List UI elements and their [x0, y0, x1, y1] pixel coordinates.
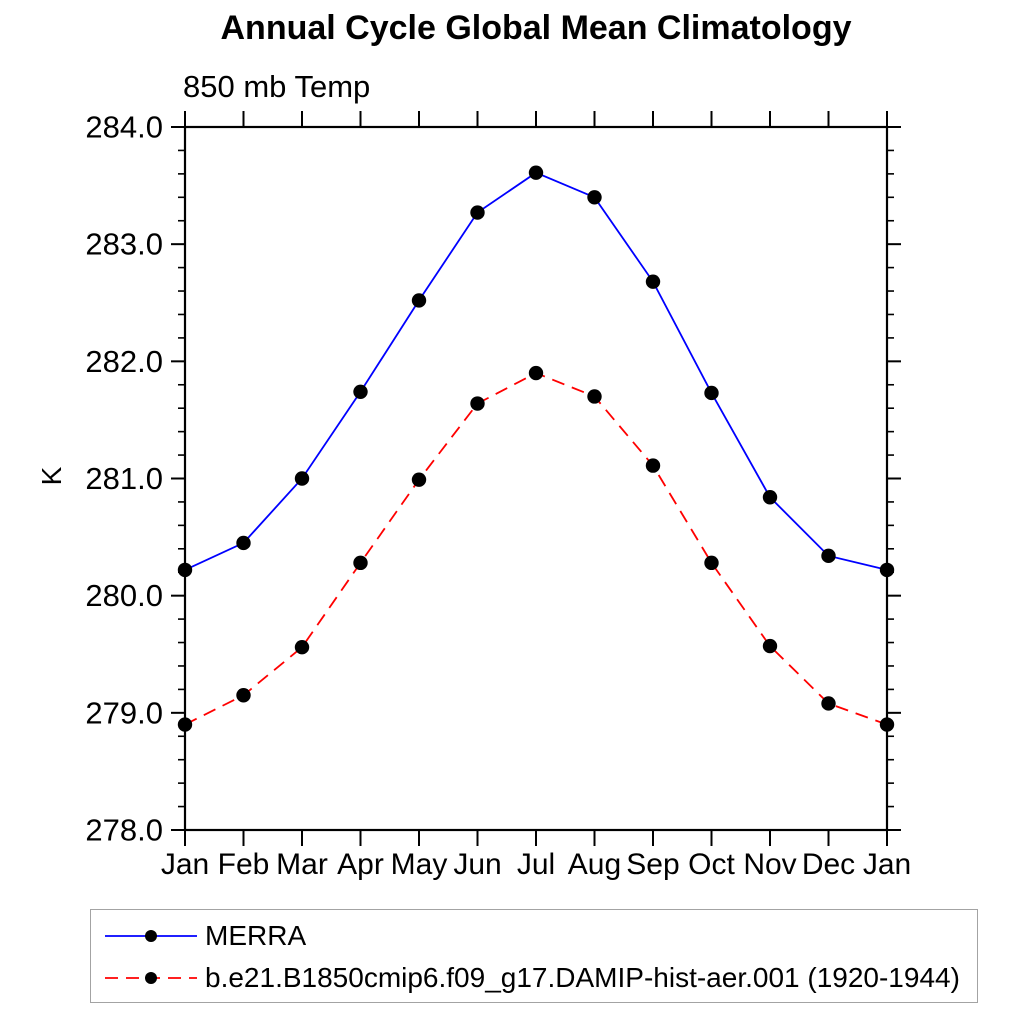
x-tick-label: Oct: [688, 848, 735, 881]
y-tick-label: 284.0: [85, 110, 163, 145]
data-point-marker-series-0: [704, 385, 719, 401]
data-point-marker-series-0: [587, 190, 602, 205]
y-tick-label: 279.0: [85, 695, 163, 730]
x-tick-label: Feb: [218, 848, 270, 881]
series-line-1: [184, 372, 888, 726]
data-point-marker-series-0: [528, 165, 544, 180]
x-tick-label: Sep: [626, 848, 679, 881]
x-tick-label: May: [391, 848, 448, 881]
data-point-marker-series-1: [236, 688, 251, 703]
data-point-marker-series-0: [879, 562, 895, 578]
data-point-marker-series-1: [528, 365, 544, 381]
legend: MERRA b.e21.B1850cmip6.f09_g17.DAMIP-his…: [90, 909, 978, 1003]
data-point-marker-series-1: [353, 555, 368, 571]
legend-item-merra: MERRA: [91, 915, 977, 957]
data-point-marker-series-0: [762, 490, 778, 505]
data-point-marker-series-0: [411, 293, 427, 308]
x-tick-label: Dec: [802, 848, 855, 881]
plot-frame: [183, 125, 889, 832]
data-point-marker-series-1: [470, 396, 485, 411]
x-tick-label: Apr: [337, 848, 384, 881]
y-tick-label: 283.0: [85, 227, 163, 262]
x-tick-label: Jul: [517, 848, 555, 881]
data-point-marker-series-1: [821, 696, 836, 711]
data-point-marker-series-0: [821, 548, 836, 564]
data-point-marker-series-1: [879, 717, 895, 732]
data-point-marker-series-1: [645, 458, 661, 473]
data-point-marker-series-0: [353, 384, 368, 399]
data-point-marker-series-1: [587, 389, 602, 404]
data-point-marker-series-0: [236, 535, 251, 551]
y-tick-label: 278.0: [85, 813, 163, 848]
legend-line-sample-merra: [105, 930, 197, 942]
data-point-marker-series-1: [411, 472, 427, 487]
legend-line-sample-model: [105, 972, 197, 984]
data-point-marker-series-0: [645, 274, 661, 289]
legend-label-merra: MERRA: [205, 920, 307, 951]
data-point-marker-series-0: [177, 562, 193, 578]
x-tick-label: Mar: [276, 848, 328, 881]
data-point-marker-series-0: [294, 471, 310, 486]
legend-label-model: b.e21.B1850cmip6.f09_g17.DAMIP-hist-aer.…: [205, 962, 960, 993]
legend-marker-merra: [145, 930, 157, 942]
x-tick-label: Jan: [863, 848, 911, 881]
legend-marker-model: [145, 972, 157, 984]
y-tick-label: 281.0: [85, 461, 163, 496]
data-point-marker-series-1: [294, 640, 310, 655]
data-point-marker-series-1: [762, 638, 778, 654]
x-tick-label: Aug: [568, 848, 621, 881]
chart-title: Annual Cycle Global Mean Climatology: [220, 9, 852, 47]
x-tick-label: Jun: [453, 848, 501, 881]
x-tick-label: Jan: [161, 848, 209, 881]
data-point-marker-series-1: [704, 555, 719, 571]
chart-subtitle: 850 mb Temp: [183, 69, 371, 104]
data-point-marker-series-1: [177, 717, 193, 732]
y-tick-label: 280.0: [85, 578, 163, 613]
y-tick-label: 282.0: [85, 344, 163, 379]
data-point-marker-series-0: [470, 205, 485, 220]
x-tick-label: Nov: [743, 848, 796, 881]
legend-item-model: b.e21.B1850cmip6.f09_g17.DAMIP-hist-aer.…: [91, 957, 977, 999]
